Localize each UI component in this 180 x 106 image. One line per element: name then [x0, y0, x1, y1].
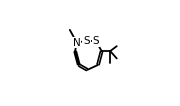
- Text: N: N: [73, 38, 81, 47]
- Text: S: S: [93, 36, 99, 46]
- Text: S: S: [83, 36, 90, 46]
